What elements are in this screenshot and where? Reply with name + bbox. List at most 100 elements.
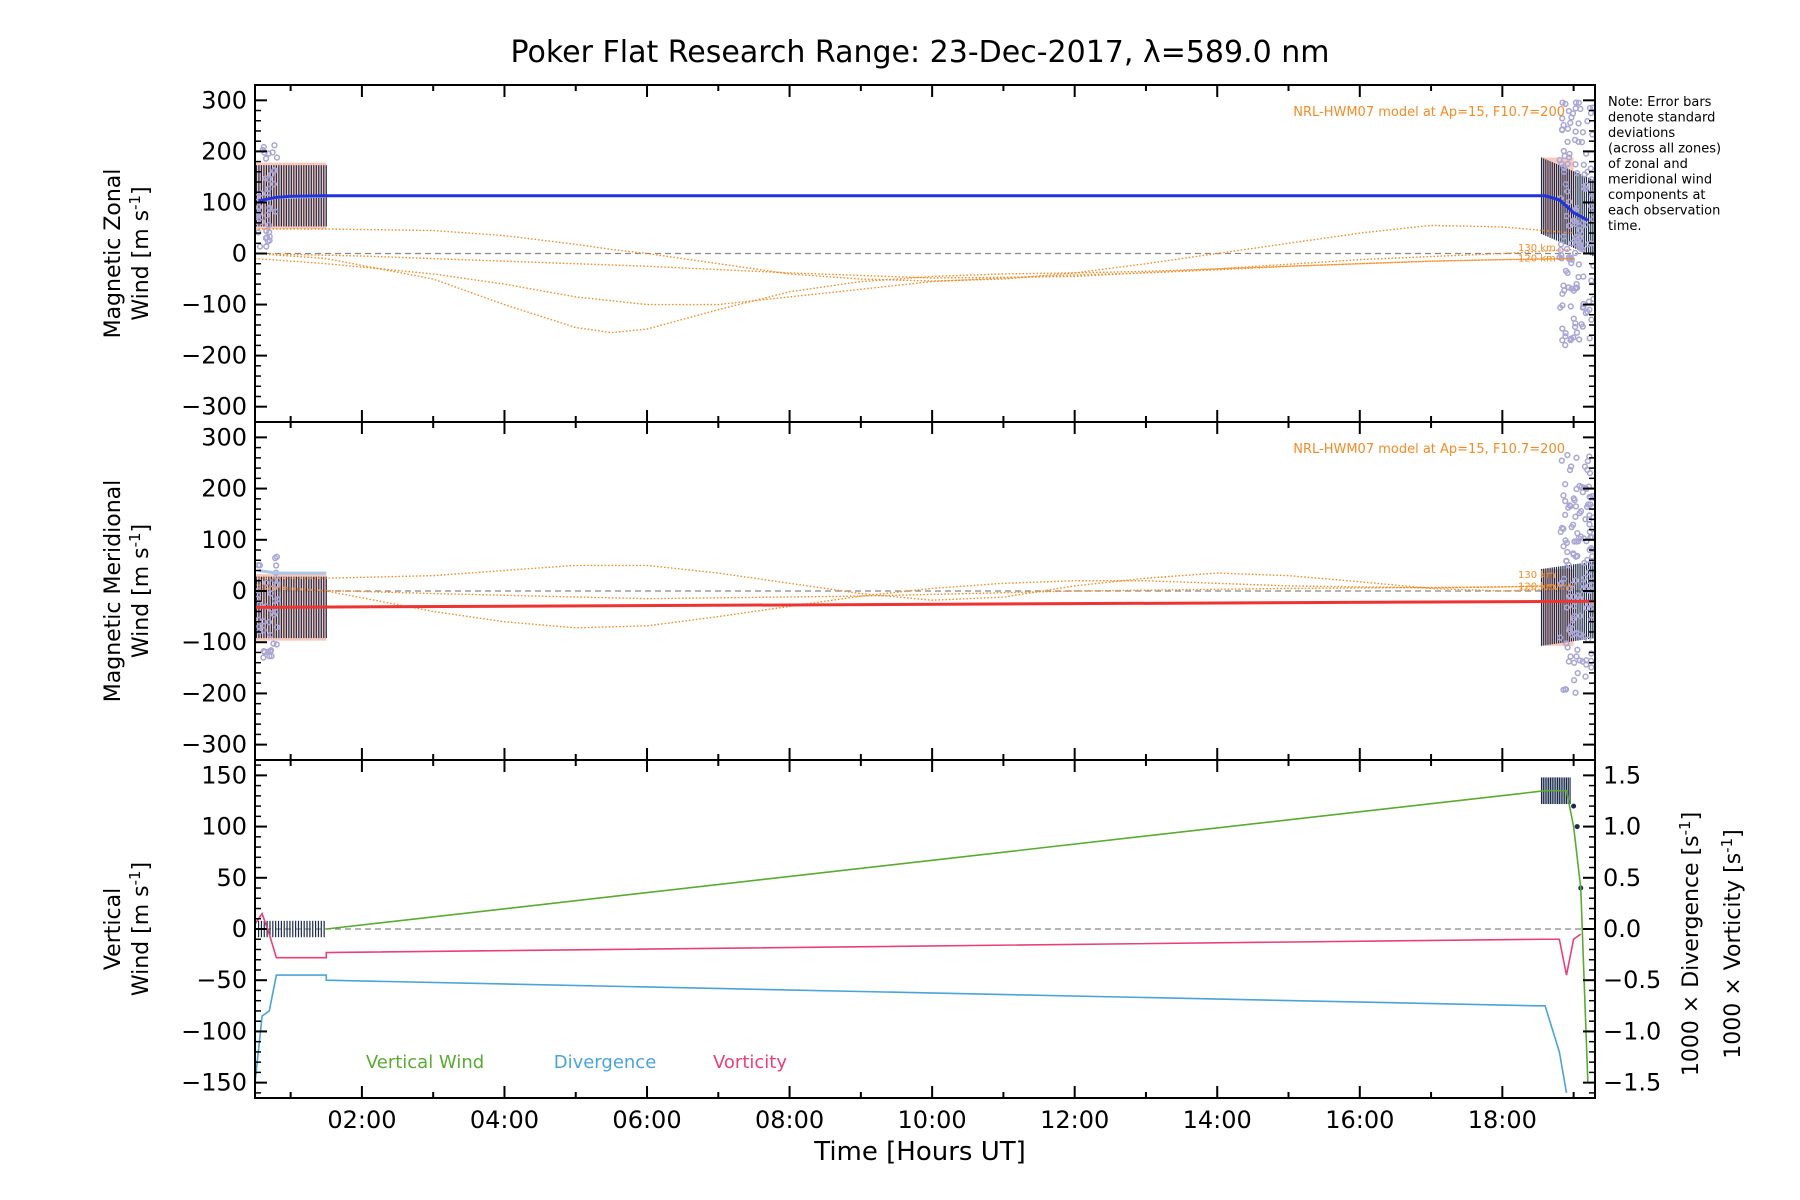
data-point (271, 577, 278, 584)
data-point (1576, 612, 1584, 620)
y-axis-label-part: 1000 × Divergence [s (1679, 835, 1704, 1076)
data-point (1560, 282, 1567, 289)
data-point (1568, 240, 1575, 247)
data-point (1560, 164, 1568, 172)
legend-entry: Vertical Wind (366, 1052, 484, 1073)
data-point (1579, 129, 1587, 136)
data-point (272, 562, 280, 569)
y-axis-label-superscript: -1 (1718, 838, 1736, 853)
data-point (1573, 280, 1580, 288)
x-tick-label: 14:00 (1183, 1106, 1252, 1134)
note-line: denote standard (1608, 111, 1715, 126)
data-point (1572, 689, 1579, 696)
data-point (1588, 650, 1595, 657)
data-point (1567, 502, 1574, 510)
chart-title: Poker Flat Research Range: 23-Dec-2017, … (511, 35, 1330, 70)
y-tick-label: −100 (181, 628, 247, 656)
data-point (255, 218, 260, 225)
data-point (1566, 222, 1573, 229)
y-tick-label: 200 (201, 475, 247, 503)
data-point (1588, 277, 1595, 284)
plot-area (255, 777, 1595, 1094)
model-altitude-label: 120 km (1518, 581, 1556, 592)
data-point (1566, 198, 1573, 206)
data-point (1588, 176, 1595, 183)
legend-entry: Vorticity (713, 1052, 787, 1073)
data-point (1586, 521, 1593, 528)
data-point (1562, 329, 1569, 337)
note-line: each observation (1608, 204, 1720, 219)
data-point (270, 640, 277, 647)
data-point (1558, 457, 1565, 464)
data-point (1564, 548, 1571, 556)
data-point (1588, 316, 1595, 323)
data-point (274, 596, 281, 603)
y-tick-label: −50 (196, 966, 247, 994)
data-point (1588, 664, 1595, 671)
data-point (263, 212, 270, 219)
y-tick-label: 0 (232, 577, 247, 605)
y-axis-label-part: ] (1721, 829, 1746, 838)
y-axis-label-part: 1000 × Vorticity [s (1721, 853, 1746, 1059)
y-axis-label-part: Wind [m s (129, 547, 154, 658)
data-point (1571, 602, 1578, 610)
y-tick-label: 300 (201, 86, 247, 114)
data-point (1589, 553, 1595, 560)
y-axis-label-superscript: -1 (126, 532, 144, 547)
y-axis-label-right: 1000 × Vorticity [s-1] (1718, 829, 1746, 1058)
data-point (271, 142, 278, 149)
data-point (271, 167, 278, 174)
data-point (1559, 337, 1566, 344)
data-point (1577, 245, 1584, 252)
vorticity-line (255, 911, 1582, 976)
y-axis-label-superscript: -1 (126, 870, 144, 885)
data-point (1575, 336, 1583, 343)
data-point (1570, 677, 1578, 684)
data-point (1566, 627, 1573, 634)
data-point (272, 208, 279, 215)
data-point (1590, 216, 1595, 223)
data-point (1585, 568, 1593, 576)
data-point (1570, 551, 1577, 558)
data-point (1561, 511, 1569, 519)
data-point (272, 608, 279, 616)
data-point (266, 237, 273, 244)
data-point (1560, 168, 1568, 175)
data-point (1574, 824, 1580, 830)
data-point (1564, 451, 1571, 459)
data-point (1575, 138, 1582, 145)
vertical-wind-panel: 150 100 50 0 −50 −100 −150 1.5 1.0 0.5 0.0 −0.5 −1.0… (101, 759, 1746, 1099)
note-line: Note: Error bars (1608, 95, 1712, 110)
data-point (1574, 669, 1581, 677)
data-point (1569, 581, 1576, 588)
data-point (1568, 523, 1575, 531)
data-point (1562, 686, 1569, 693)
x-axis: 02:00 04:00 06:00 08:00 10:00 12:00 14:00 16:00… (327, 1106, 1537, 1134)
x-tick-label: 06:00 (612, 1106, 681, 1134)
data-point (1575, 99, 1582, 106)
y-tick-label: −300 (181, 731, 247, 759)
panel-frame (254, 759, 1596, 1099)
plot-area (255, 451, 1595, 696)
data-point (1584, 308, 1591, 316)
y-axis-label-part: Wind [m s (129, 885, 154, 996)
data-point (1586, 469, 1594, 477)
data-point (265, 648, 272, 655)
x-axis-label: Time [Hours UT] (813, 1137, 1026, 1167)
data-point (1572, 503, 1580, 510)
model-altitude-label: 130 km (1518, 570, 1556, 581)
data-point (1559, 302, 1566, 309)
y-axis-label: Vertical (101, 888, 126, 970)
data-point (1576, 657, 1584, 664)
y-tick-label: 150 (201, 761, 247, 789)
data-point (1568, 285, 1575, 292)
data-point (1572, 513, 1579, 520)
y-tick-label: −150 (181, 1069, 247, 1097)
y-tick-label: −100 (181, 291, 247, 319)
data-point (1571, 323, 1579, 331)
data-point (1565, 154, 1573, 161)
data-point (273, 582, 281, 589)
data-point (1576, 509, 1583, 517)
data-point (1573, 485, 1580, 493)
data-point (1574, 530, 1581, 537)
